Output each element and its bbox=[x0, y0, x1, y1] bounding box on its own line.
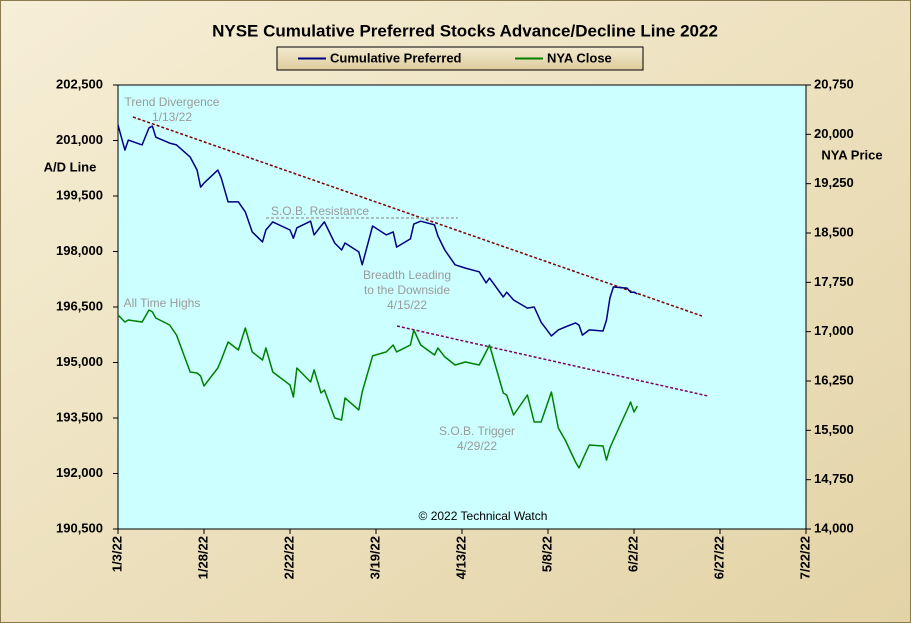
y-tick-label: 196,500 bbox=[56, 298, 103, 313]
series-line bbox=[117, 309, 639, 469]
y2-tick-label: 19,250 bbox=[814, 175, 854, 190]
y2-axis-label: NYA Price bbox=[821, 147, 882, 162]
y2-tick-label: 15,500 bbox=[814, 422, 854, 437]
y2-tick-label: 18,500 bbox=[814, 224, 854, 239]
y2-tick-label: 16,250 bbox=[814, 372, 854, 387]
x-tick-label: 6/27/22 bbox=[711, 536, 726, 579]
annotation: 4/15/22 bbox=[387, 298, 427, 312]
y-tick-label: 195,000 bbox=[56, 354, 103, 369]
y2-tick-label: 14,000 bbox=[814, 520, 854, 535]
y2-tick-label: 20,750 bbox=[814, 76, 854, 91]
y2-tick-label: 17,000 bbox=[814, 323, 854, 338]
x-tick-label: 1/28/22 bbox=[195, 536, 210, 579]
y-tick-label: 192,000 bbox=[56, 465, 103, 480]
y-tick-label: 198,000 bbox=[56, 243, 103, 258]
trend-line bbox=[132, 116, 703, 317]
y-tick-label: 202,500 bbox=[56, 76, 103, 91]
x-tick-label: 5/8/22 bbox=[539, 536, 554, 572]
chart-title: NYSE Cumulative Preferred Stocks Advance… bbox=[212, 21, 718, 40]
annotation: S.O.B. Trigger bbox=[439, 424, 515, 438]
y-axis-label: A/D Line bbox=[44, 159, 97, 174]
x-tick-label: 7/22/22 bbox=[797, 536, 812, 579]
series-line bbox=[117, 124, 638, 337]
annotation: Breadth Leading bbox=[363, 268, 451, 282]
y2-tick-label: 20,000 bbox=[814, 126, 854, 141]
annotation: All Time Highs bbox=[124, 296, 201, 310]
y-tick-label: 193,500 bbox=[56, 409, 103, 424]
legend-box bbox=[276, 46, 644, 71]
legend-label: NYA Close bbox=[547, 50, 612, 65]
x-tick-label: 1/3/22 bbox=[109, 536, 124, 572]
y2-tick-label: 14,750 bbox=[814, 471, 854, 486]
y-tick-label: 201,000 bbox=[56, 132, 103, 147]
x-tick-label: 2/22/22 bbox=[281, 536, 296, 579]
y2-tick-label: 17,750 bbox=[814, 274, 854, 289]
y-tick-label: 199,500 bbox=[56, 187, 103, 202]
x-tick-label: 3/19/22 bbox=[367, 536, 382, 579]
y-tick-label: 190,500 bbox=[56, 520, 103, 535]
annotation: S.O.B. Resistance bbox=[271, 204, 369, 218]
trend-line bbox=[396, 325, 709, 397]
x-tick-label: 6/2/22 bbox=[625, 536, 640, 572]
annotation: to the Downside bbox=[364, 283, 450, 297]
legend-label: Cumulative Preferred bbox=[330, 50, 462, 65]
copyright: © 2022 Technical Watch bbox=[419, 509, 548, 523]
x-tick-label: 4/13/22 bbox=[453, 536, 468, 579]
annotation: Trend Divergence bbox=[125, 95, 220, 109]
plot-area bbox=[117, 84, 807, 530]
annotation: 1/13/22 bbox=[152, 110, 192, 124]
annotation: 4/29/22 bbox=[457, 439, 497, 453]
